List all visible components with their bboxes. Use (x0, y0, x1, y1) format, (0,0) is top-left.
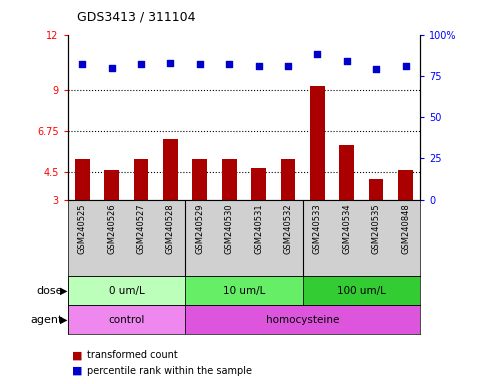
Text: transformed count: transformed count (87, 350, 178, 360)
Bar (303, 276, 420, 305)
Point (372, 66, 380, 72)
Text: homocysteine: homocysteine (266, 314, 340, 325)
Point (402, 63, 410, 69)
Bar (222, 159, 237, 200)
Bar (185, 276, 303, 305)
Text: 10 um/L: 10 um/L (223, 286, 265, 296)
Point (226, 61, 233, 67)
Bar (310, 86, 325, 200)
Text: GSM240528: GSM240528 (166, 204, 175, 254)
Bar (68, 276, 185, 305)
Text: GSM240535: GSM240535 (371, 204, 381, 254)
Text: ■: ■ (72, 350, 83, 360)
Bar (369, 179, 384, 200)
Text: GSM240527: GSM240527 (137, 204, 145, 254)
Point (167, 60, 174, 66)
Point (255, 63, 262, 69)
Bar (104, 170, 119, 200)
Text: GSM240526: GSM240526 (107, 204, 116, 254)
Bar (281, 159, 295, 200)
Bar (185, 305, 420, 334)
Point (108, 65, 115, 71)
Text: GSM240848: GSM240848 (401, 204, 410, 254)
Text: GDS3413 / 311104: GDS3413 / 311104 (77, 10, 196, 23)
Point (78, 61, 86, 67)
Text: GSM240525: GSM240525 (78, 204, 87, 254)
Text: percentile rank within the sample: percentile rank within the sample (87, 366, 252, 376)
Text: GSM240534: GSM240534 (342, 204, 351, 254)
Text: dose: dose (36, 286, 63, 296)
Bar (398, 170, 413, 200)
Text: control: control (108, 314, 144, 325)
Bar (251, 169, 266, 200)
Text: agent: agent (30, 314, 63, 325)
Bar (163, 139, 178, 200)
Text: GSM240531: GSM240531 (254, 204, 263, 254)
Bar (134, 159, 148, 200)
Text: GSM240533: GSM240533 (313, 204, 322, 254)
Text: ▶: ▶ (59, 286, 67, 296)
Point (343, 58, 351, 64)
Point (284, 63, 292, 69)
Point (137, 61, 145, 67)
Text: 0 um/L: 0 um/L (109, 286, 144, 296)
Text: GSM240530: GSM240530 (225, 204, 234, 254)
Text: ▶: ▶ (59, 314, 67, 325)
Text: GSM240529: GSM240529 (195, 204, 204, 254)
Text: ■: ■ (72, 366, 83, 376)
Text: 100 um/L: 100 um/L (337, 286, 386, 296)
Point (196, 61, 204, 67)
Bar (75, 159, 90, 200)
Bar (68, 305, 185, 334)
Point (313, 51, 321, 58)
Bar (193, 159, 207, 200)
Bar (340, 145, 354, 200)
Text: GSM240532: GSM240532 (284, 204, 293, 254)
